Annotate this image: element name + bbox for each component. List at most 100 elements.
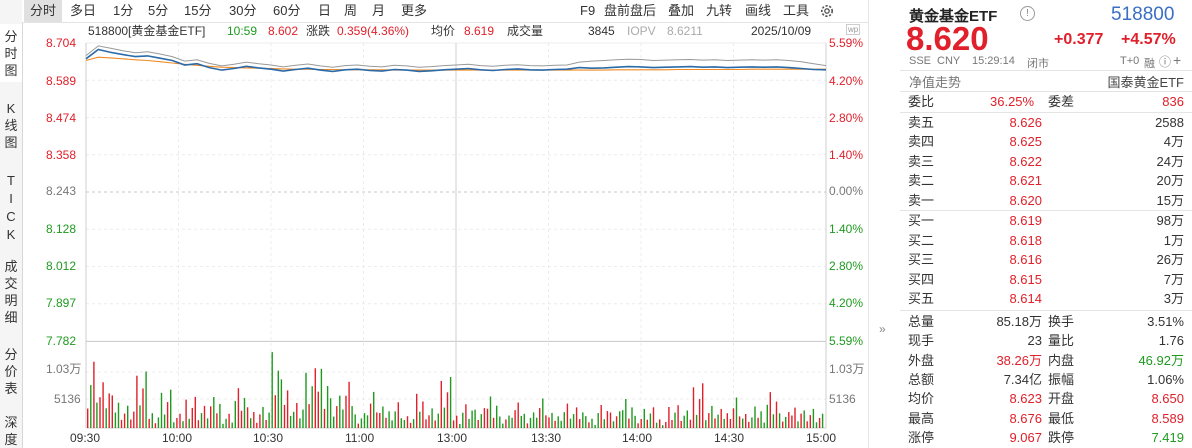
gear-icon[interactable] xyxy=(819,3,835,19)
nav-trend-link[interactable]: 净值走势 xyxy=(909,75,962,90)
ask-price: 8.626 xyxy=(1009,115,1042,130)
period-tab-60min[interactable]: 60分 xyxy=(273,3,301,18)
add-icon[interactable]: + xyxy=(1173,52,1182,68)
volume-bar xyxy=(336,406,338,428)
info-icon[interactable]: ! xyxy=(1020,6,1035,21)
info-icon[interactable]: ⓘ xyxy=(1159,55,1172,69)
period-tab-week[interactable]: 周 xyxy=(344,3,358,18)
volume-bar xyxy=(637,423,639,428)
stat-label: 外盘 xyxy=(908,352,935,368)
price-axis-label: 8.589 xyxy=(46,74,77,88)
price-axis-label: 8.704 xyxy=(46,36,77,50)
volume-bar xyxy=(228,413,230,428)
volume-bar xyxy=(821,413,824,428)
panel-splitter[interactable]: » xyxy=(868,0,901,448)
volume-bar xyxy=(237,388,240,428)
time-axis-label: 13:00 xyxy=(437,431,468,445)
volume-bar xyxy=(188,418,190,428)
volume-bar xyxy=(388,411,390,428)
volume-bar xyxy=(692,387,695,428)
stat-label: 量比 xyxy=(1048,333,1075,349)
period-tab-more[interactable]: 更多 xyxy=(401,3,428,18)
ask-label: 卖二 xyxy=(908,173,935,189)
period-tab-5min[interactable]: 5分 xyxy=(148,3,169,18)
side-tab-trades[interactable]: 成交明细 xyxy=(4,259,18,325)
premarket-button[interactable]: 盘前盘后 xyxy=(604,3,657,18)
volume-bar xyxy=(369,403,372,428)
volume-bar xyxy=(299,418,301,428)
volume-bar xyxy=(277,370,279,428)
info-name: 518800[黄金基金ETF] xyxy=(88,24,206,38)
stat-label: 跌停 xyxy=(1048,429,1075,445)
stat-value: 8.676 xyxy=(1009,410,1042,426)
ask-price: 8.622 xyxy=(1009,153,1042,169)
volume-bar xyxy=(526,423,529,428)
volume-bar xyxy=(354,414,356,428)
volume-bar xyxy=(548,417,550,428)
volume-bar xyxy=(815,422,818,428)
volume-bar xyxy=(206,418,209,428)
volume-bar xyxy=(729,419,732,428)
commit-ratio-row: 委比 36.25% 委差 836 xyxy=(900,92,1192,111)
volume-bar xyxy=(185,399,187,428)
draw-line-button[interactable]: 画线 xyxy=(745,3,772,18)
volume-bar xyxy=(486,408,489,428)
volume-bar xyxy=(412,419,415,428)
volume-bar xyxy=(800,413,802,428)
volume-bar xyxy=(210,406,212,428)
overlay-button[interactable]: 叠加 xyxy=(668,3,695,18)
commit-ratio-value: 36.25% xyxy=(990,94,1035,109)
ask-label: 卖四 xyxy=(908,134,935,150)
period-tab-day[interactable]: 日 xyxy=(318,3,332,18)
period-tab-1min[interactable]: 1分 xyxy=(113,3,134,18)
stat-value: 46.92万 xyxy=(1138,352,1184,368)
ask-label: 卖五 xyxy=(908,115,935,130)
side-tab-depth[interactable]: 深度 xyxy=(4,415,18,447)
time-axis-label: 14:30 xyxy=(714,431,745,445)
volume-bar xyxy=(769,392,771,428)
side-tab-intraday[interactable]: 分时图 xyxy=(0,24,22,82)
price-axis-label: 8.243 xyxy=(46,184,77,198)
collapse-icon[interactable]: » xyxy=(879,322,886,336)
volume-bar xyxy=(766,404,768,428)
f9-button[interactable]: F9 xyxy=(580,3,596,18)
stats-row: 涨停 9.067 跌停 7.419 xyxy=(900,428,1192,447)
volume-bar xyxy=(585,416,587,428)
volume-bar xyxy=(243,397,246,428)
volume-bar xyxy=(268,412,270,428)
side-tab-tick[interactable]: TICK xyxy=(6,173,16,242)
volume-bar xyxy=(422,401,424,428)
volume-bar xyxy=(145,371,147,428)
quote-market: SSE xyxy=(909,55,932,67)
volume-bar xyxy=(194,396,196,428)
volume-bar xyxy=(591,418,593,428)
period-tab-30min[interactable]: 30分 xyxy=(229,3,257,18)
volume-bar xyxy=(133,411,135,428)
side-tab-kline[interactable]: K线图 xyxy=(4,101,18,150)
intraday-chart[interactable] xyxy=(0,0,868,448)
volume-bar xyxy=(394,411,396,428)
tools-button[interactable]: 工具 xyxy=(783,3,810,18)
volume-bar xyxy=(778,413,781,428)
nine-turn-button[interactable]: 九转 xyxy=(706,3,733,18)
volume-bar xyxy=(492,417,495,428)
ask-price: 8.625 xyxy=(1009,134,1042,150)
wp-badge: wp xyxy=(846,24,861,35)
period-tab-15min[interactable]: 15分 xyxy=(184,3,212,18)
quote-currency: CNY xyxy=(937,55,961,67)
volume-bar xyxy=(326,386,329,428)
volume-bar xyxy=(545,415,547,428)
period-tab-intraday[interactable]: 分时 xyxy=(24,0,63,22)
volume-bar xyxy=(751,417,753,428)
side-tab-price-table[interactable]: 分价表 xyxy=(4,347,18,396)
period-tab-multiday[interactable]: 多日 xyxy=(70,3,97,18)
volume-bar xyxy=(102,382,104,428)
volume-bar xyxy=(708,413,710,428)
volume-bar xyxy=(216,413,218,428)
volume-bar xyxy=(652,407,655,428)
volume-bar xyxy=(723,418,725,428)
quote-t0-tag: 融 xyxy=(1144,58,1155,70)
period-tab-month[interactable]: 月 xyxy=(372,3,386,18)
volume-bar xyxy=(680,421,682,428)
volume-bar xyxy=(686,410,688,428)
